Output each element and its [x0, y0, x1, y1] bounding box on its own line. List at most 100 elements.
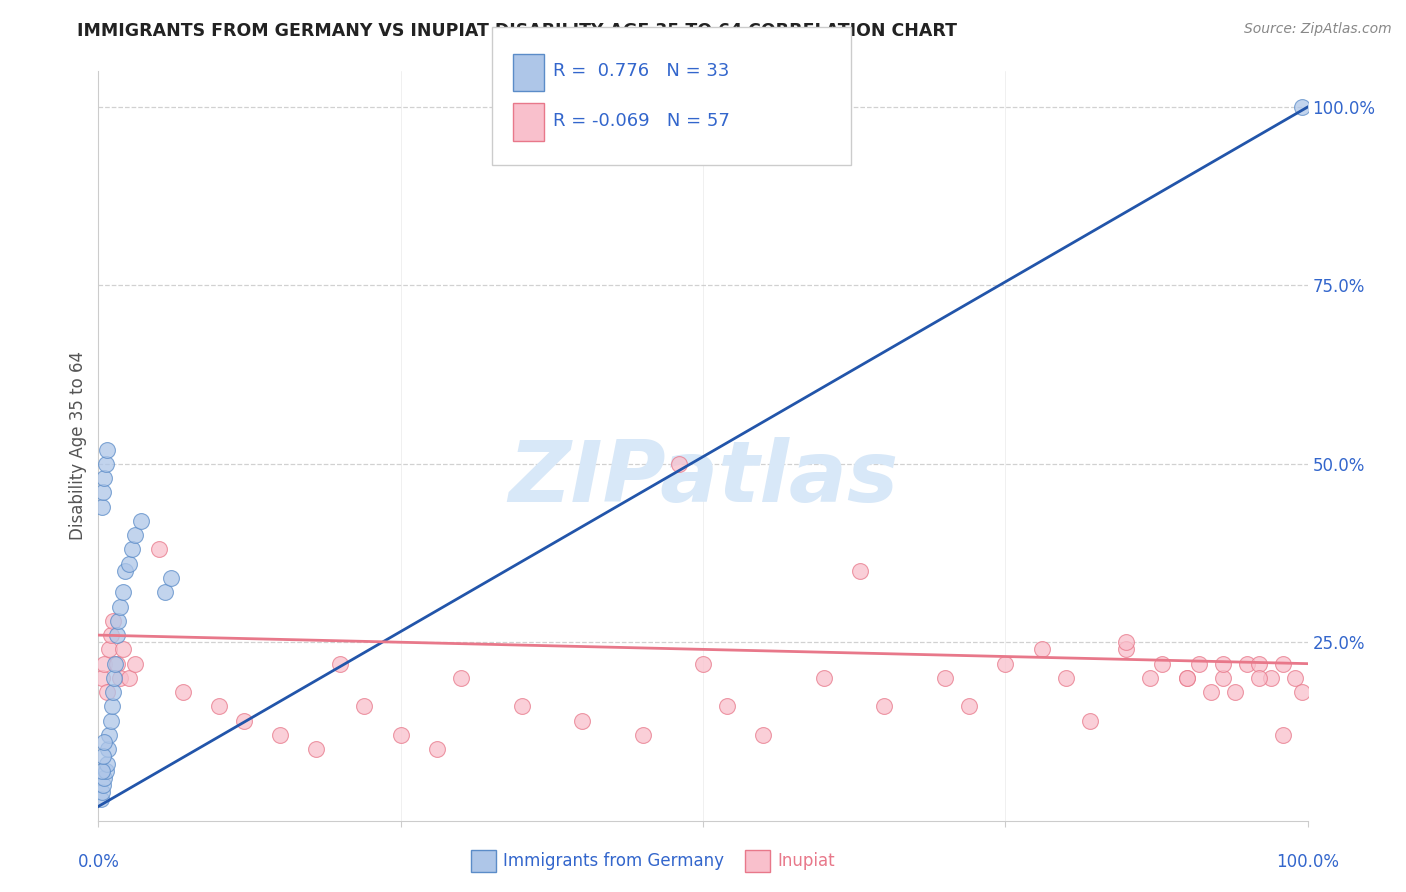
Point	[934, 671, 956, 685]
Point	[1291, 685, 1313, 699]
Point	[305, 742, 328, 756]
Point	[957, 699, 980, 714]
Point	[389, 728, 412, 742]
Point	[93, 657, 115, 671]
Point	[98, 728, 121, 742]
Point	[93, 735, 115, 749]
Point	[873, 699, 896, 714]
Point	[1236, 657, 1258, 671]
Point	[1212, 671, 1234, 685]
Point	[716, 699, 738, 714]
Point	[1212, 657, 1234, 671]
Point	[269, 728, 291, 742]
Point	[104, 657, 127, 671]
Point	[329, 657, 352, 671]
Point	[93, 471, 115, 485]
Point	[1223, 685, 1246, 699]
Point	[1152, 657, 1174, 671]
Point	[93, 771, 115, 785]
Point	[153, 585, 176, 599]
Text: IMMIGRANTS FROM GERMANY VS INUPIAT DISABILITY AGE 35 TO 64 CORRELATION CHART: IMMIGRANTS FROM GERMANY VS INUPIAT DISAB…	[77, 22, 957, 40]
Point	[111, 642, 134, 657]
Point	[118, 557, 141, 571]
Y-axis label: Disability Age 35 to 64: Disability Age 35 to 64	[69, 351, 87, 541]
Point	[1175, 671, 1198, 685]
Point	[107, 614, 129, 628]
Point	[1260, 671, 1282, 685]
Point	[631, 728, 654, 742]
Point	[103, 671, 125, 685]
Point	[1188, 657, 1211, 671]
Point	[510, 699, 533, 714]
Point	[118, 671, 141, 685]
Point	[121, 542, 143, 557]
Point	[91, 749, 114, 764]
Text: Source: ZipAtlas.com: Source: ZipAtlas.com	[1244, 22, 1392, 37]
Point	[129, 514, 152, 528]
Point	[111, 585, 134, 599]
Point	[108, 671, 131, 685]
Point	[98, 642, 121, 657]
Point	[813, 671, 835, 685]
Point	[96, 442, 118, 457]
Point	[1115, 642, 1137, 657]
Point	[1175, 671, 1198, 685]
Point	[1291, 100, 1313, 114]
Point	[100, 699, 122, 714]
Point	[90, 792, 112, 806]
Point	[571, 714, 593, 728]
Point	[232, 714, 254, 728]
Point	[105, 628, 128, 642]
Point	[101, 614, 124, 628]
Point	[94, 457, 117, 471]
Point	[1272, 728, 1295, 742]
Point	[426, 742, 449, 756]
Point	[124, 657, 146, 671]
Point	[91, 764, 114, 778]
Point	[96, 685, 118, 699]
Point	[108, 599, 131, 614]
Point	[91, 671, 114, 685]
Point	[450, 671, 472, 685]
Text: ZIPatlas: ZIPatlas	[508, 436, 898, 520]
Point	[101, 685, 124, 699]
Point	[94, 764, 117, 778]
Point	[208, 699, 231, 714]
Point	[1078, 714, 1101, 728]
Point	[994, 657, 1017, 671]
Point	[353, 699, 375, 714]
Point	[91, 485, 114, 500]
Point	[692, 657, 714, 671]
Point	[124, 528, 146, 542]
Point	[97, 742, 120, 756]
Point	[91, 778, 114, 792]
Point	[1139, 671, 1161, 685]
Text: Inupiat: Inupiat	[778, 852, 835, 870]
Point	[1249, 657, 1271, 671]
Point	[114, 564, 136, 578]
Text: 0.0%: 0.0%	[77, 853, 120, 871]
Point	[752, 728, 775, 742]
Point	[160, 571, 183, 585]
Point	[105, 657, 128, 671]
Point	[100, 628, 122, 642]
Point	[172, 685, 194, 699]
Point	[1249, 671, 1271, 685]
Point	[1199, 685, 1222, 699]
Point	[91, 785, 114, 799]
Point	[668, 457, 690, 471]
Point	[1284, 671, 1306, 685]
Point	[1272, 657, 1295, 671]
Text: R =  0.776   N = 33: R = 0.776 N = 33	[553, 62, 728, 80]
Point	[849, 564, 872, 578]
Text: R = -0.069   N = 57: R = -0.069 N = 57	[553, 112, 730, 130]
Text: 100.0%: 100.0%	[1277, 853, 1339, 871]
Point	[91, 500, 114, 514]
Point	[1054, 671, 1077, 685]
Text: Immigrants from Germany: Immigrants from Germany	[503, 852, 724, 870]
Point	[100, 714, 122, 728]
Point	[1031, 642, 1053, 657]
Point	[96, 756, 118, 771]
Point	[148, 542, 170, 557]
Point	[1115, 635, 1137, 649]
